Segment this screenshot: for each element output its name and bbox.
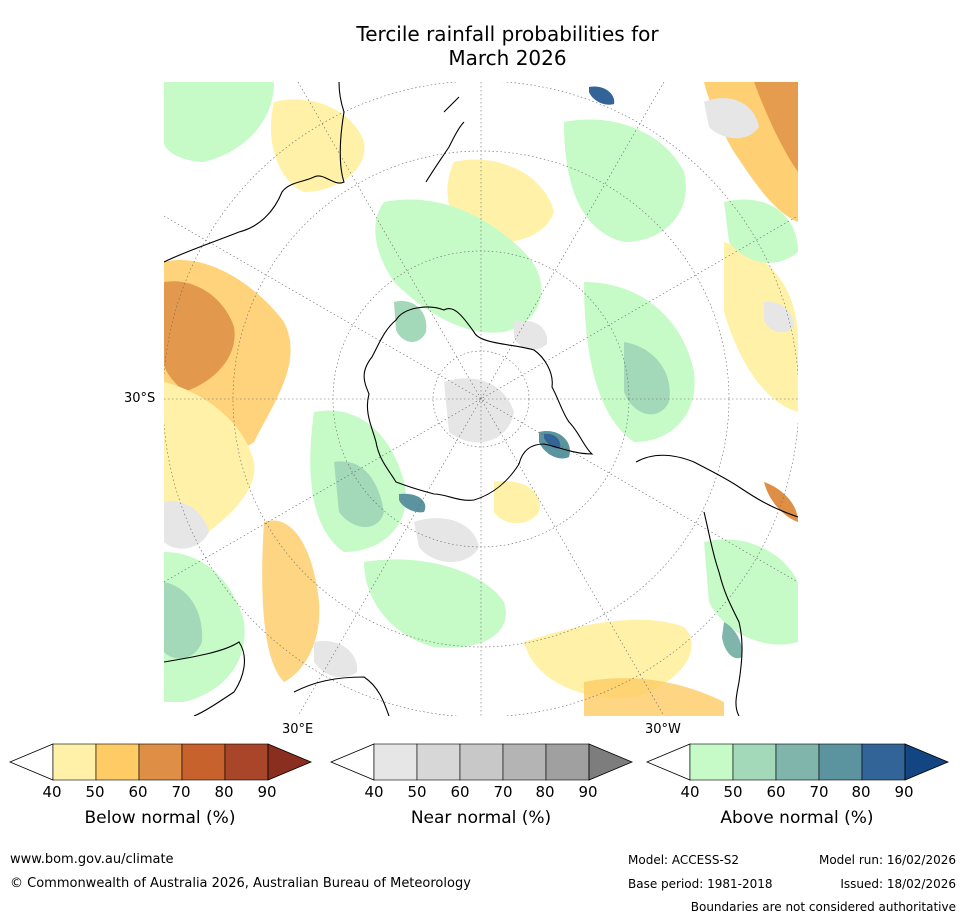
near-color-cell [373, 743, 418, 781]
above-normal-patch [564, 119, 686, 242]
colorbars [8, 743, 950, 781]
below-low-extension [8, 743, 54, 781]
near-colorbar [329, 743, 634, 781]
below-normal-patch [164, 281, 235, 392]
below-colorbar [8, 743, 313, 781]
australia-outline [164, 82, 345, 263]
model-run-text: Model run: 16/02/2026 [818, 853, 956, 867]
africa-outline [164, 641, 390, 716]
near-tick: 70 [493, 783, 513, 801]
lon-label-30e: 30°E [282, 722, 314, 737]
above-color-cell [775, 743, 820, 781]
above-color-cell [689, 743, 734, 781]
graticule [164, 82, 798, 716]
near-normal-patch [314, 641, 358, 678]
map-svg [164, 82, 798, 716]
near-tick: 80 [535, 783, 555, 801]
above-normal-patch [624, 342, 670, 415]
below-tick: 60 [128, 783, 148, 801]
above-tick: 70 [809, 783, 829, 801]
above-tick: 40 [680, 783, 700, 801]
model-text: Model: ACCESS-S2 [628, 853, 740, 867]
below-color-cell [224, 743, 269, 781]
above-normal-patch [375, 199, 542, 333]
above-normal-patch [164, 82, 274, 162]
near-color-cell [545, 743, 590, 781]
base-period-text: Base period: 1981-2018 [628, 877, 773, 891]
near-normal-patch [514, 320, 548, 350]
above-color-cell [818, 743, 863, 781]
below-tick: 80 [214, 783, 234, 801]
issued-text: Issued: 18/02/2026 [840, 877, 956, 891]
chart-title: Tercile rainfall probabilities for March… [0, 22, 965, 70]
above-normal-patch [724, 199, 798, 263]
below-color-cell [138, 743, 183, 781]
above-color-cell [732, 743, 777, 781]
near-tick: 40 [364, 783, 384, 801]
above-tick: 60 [766, 783, 786, 801]
below-normal-patch [584, 678, 724, 716]
website-link[interactable]: www.bom.gov.au/climate [10, 852, 174, 867]
land-outlines [164, 82, 798, 716]
below-normal-patch [262, 520, 320, 682]
above-normal-patch [704, 539, 798, 645]
below-tick: 50 [85, 783, 105, 801]
below-tick: 40 [42, 783, 62, 801]
below-normal-patch [724, 242, 798, 412]
below-color-cell [52, 743, 97, 781]
near-high-extension [588, 743, 634, 781]
below-normal-patch [754, 82, 798, 172]
above-normal-patch [364, 559, 506, 648]
above-colorbar [645, 743, 950, 781]
below-normal-patch [764, 482, 798, 522]
below-normal-patch [164, 382, 255, 542]
below-legend-title: Below normal (%) [84, 808, 236, 828]
probability-patches [164, 82, 798, 716]
near-tick: 60 [450, 783, 470, 801]
above-tick: 90 [894, 783, 914, 801]
near-color-cell [459, 743, 504, 781]
title-line-1: Tercile rainfall probabilities for [356, 22, 659, 46]
above-low-extension [645, 743, 691, 781]
above-tick: 50 [723, 783, 743, 801]
disclaimer-text: Boundaries are not considered authoritat… [690, 900, 956, 914]
probability-map [164, 82, 798, 716]
below-normal-patch [524, 619, 692, 698]
copyright-text: © Commonwealth of Australia 2026, Austra… [10, 876, 471, 891]
below-tick: 70 [171, 783, 191, 801]
below-normal-patch [494, 481, 540, 524]
above-color-cell [861, 743, 906, 781]
above-normal-patch [164, 552, 245, 702]
above-normal-patch [722, 622, 743, 659]
below-color-cell [95, 743, 140, 781]
above-tick: 80 [851, 783, 871, 801]
above-high-extension [904, 743, 950, 781]
above-legend-title: Above normal (%) [720, 808, 874, 828]
antarctica-outline [363, 306, 594, 501]
above-normal-patch [164, 582, 203, 659]
near-tick: 90 [578, 783, 598, 801]
above-normal-patch [589, 86, 615, 105]
near-legend-title: Near normal (%) [410, 808, 552, 828]
near-normal-patch [164, 501, 209, 549]
south-america-outline [635, 454, 798, 716]
near-tick: 50 [407, 783, 427, 801]
title-line-2: March 2026 [448, 46, 567, 70]
lat-label-30s: 30°S [124, 391, 156, 406]
below-tick: 90 [257, 783, 277, 801]
above-normal-patch [334, 461, 384, 527]
above-normal-patch [394, 301, 427, 342]
above-normal-patch [399, 493, 426, 513]
lon-label-30w: 30°W [645, 722, 681, 737]
below-high-extension [267, 743, 313, 781]
near-normal-patch [704, 98, 759, 139]
near-normal-patch [764, 301, 794, 333]
above-normal-patch [544, 433, 561, 449]
near-color-cell [502, 743, 547, 781]
near-color-cell [416, 743, 461, 781]
near-normal-patch [414, 518, 479, 562]
near-low-extension [329, 743, 375, 781]
below-color-cell [181, 743, 226, 781]
new-zealand-outline [425, 96, 465, 183]
